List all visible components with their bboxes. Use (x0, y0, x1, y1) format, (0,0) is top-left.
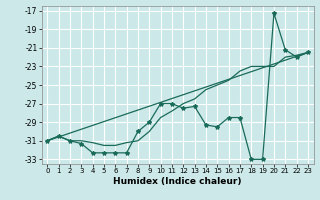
X-axis label: Humidex (Indice chaleur): Humidex (Indice chaleur) (113, 177, 242, 186)
